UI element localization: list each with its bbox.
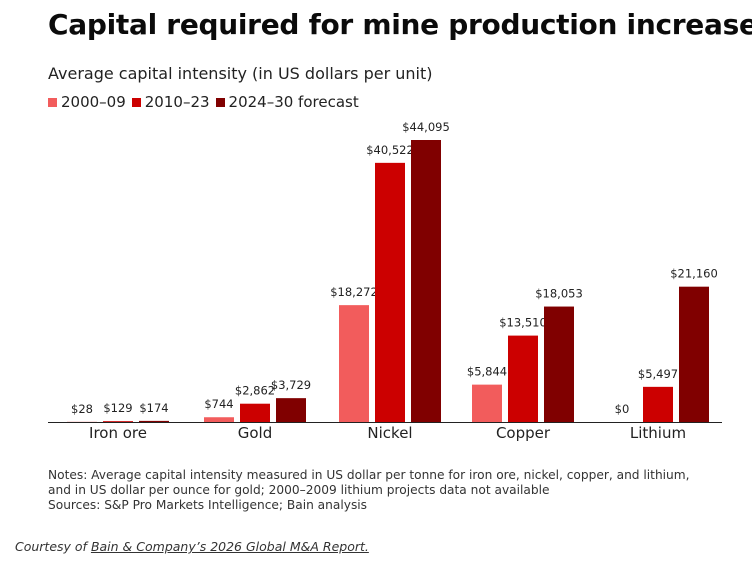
data-label-lithium-2024-30-forecast: $21,160 xyxy=(670,267,718,281)
data-label-copper-2010-23: $13,510 xyxy=(499,316,547,330)
category-label-gold: Gold xyxy=(238,424,273,442)
data-label-nickel-2010-23: $40,522 xyxy=(366,143,414,157)
data-label-nickel-2000-09: $18,272 xyxy=(330,285,378,299)
bar-lithium-2024-30-forecast xyxy=(679,286,709,422)
bar-chart: $28 $129 $174 Iron ore $744$2,862$3,729 Gold $… xyxy=(48,120,722,442)
bar-nickel-2010-23 xyxy=(375,162,405,422)
credit-line: Courtesy of Bain & Company’s 2026 Global… xyxy=(15,539,369,554)
legend-label-2010-23: 2010–23 xyxy=(144,93,210,111)
data-label-gold-2000-09: $744 xyxy=(204,397,233,411)
bar-gold-2000-09 xyxy=(204,417,234,422)
bar-gold-2024-30-forecast xyxy=(276,398,306,422)
legend-label-2000-09: 2000–09 xyxy=(61,93,126,111)
bar-nickel-2024-30-forecast xyxy=(411,140,441,422)
data-label-copper-2000-09: $5,844 xyxy=(467,365,507,379)
data-label-nickel-2024-30-forecast: $44,095 xyxy=(402,120,450,134)
legend-item-2010-23: 2010–23 xyxy=(131,93,210,111)
notes-line-3: Sources: S&P Pro Markets Intelligence; B… xyxy=(48,498,368,512)
legend-swatch-2010-23 xyxy=(131,97,141,107)
legend-item-2000-09: 2000–09 xyxy=(48,93,126,111)
bar-copper-2024-30-forecast xyxy=(544,306,574,422)
notes-line-1: Notes: Average capital intensity measure… xyxy=(48,468,690,482)
data-label-lithium-2000-09: $0 xyxy=(615,402,630,416)
category-label-lithium: Lithium xyxy=(630,424,686,442)
bar-gold-2010-23 xyxy=(240,403,270,422)
data-label-copper-2024-30-forecast: $18,053 xyxy=(535,287,583,301)
notes: Notes: Average capital intensity measure… xyxy=(48,468,738,513)
bar-iron-ore-2010-23 xyxy=(103,421,133,422)
notes-line-2: and in US dollar per ounce for gold; 200… xyxy=(48,483,550,497)
bar-lithium-2010-23 xyxy=(643,386,673,422)
bar-copper-2010-23 xyxy=(508,335,538,422)
chart-subtitle: Average capital intensity (in US dollars… xyxy=(48,64,433,83)
category-label-copper: Copper xyxy=(496,424,551,442)
legend-item-2024-30-forecast: 2024–30 forecast xyxy=(215,93,359,111)
data-label-gold-2010-23: $2,862 xyxy=(235,384,275,398)
data-label-iron-ore-2024-30-forecast: $174 xyxy=(139,401,168,415)
category-label-iron-ore: Iron ore xyxy=(89,424,147,442)
chart-title: Capital required for mine production inc… xyxy=(48,8,752,41)
bar-nickel-2000-09 xyxy=(339,305,369,422)
legend-swatch-2000-09 xyxy=(48,97,57,107)
bar-iron-ore-2024-30-forecast xyxy=(139,420,169,422)
data-label-iron-ore-2010-23: $129 xyxy=(103,401,132,415)
data-label-gold-2024-30-forecast: $3,729 xyxy=(271,378,311,392)
legend-label-2024-30-forecast: 2024–30 forecast xyxy=(228,93,359,111)
category-label-nickel: Nickel xyxy=(367,424,412,442)
credit-prefix: Courtesy of xyxy=(15,539,91,554)
credit-link[interactable]: Bain & Company’s 2026 Global M&A Report. xyxy=(90,539,369,554)
bar-copper-2000-09 xyxy=(472,384,502,422)
legend: 2000–09 2010–23 2024–30 forecast xyxy=(48,93,359,111)
data-label-lithium-2010-23: $5,497 xyxy=(638,367,678,381)
data-label-iron-ore-2000-09: $28 xyxy=(71,402,93,416)
legend-swatch-2024-30-forecast xyxy=(215,97,225,107)
